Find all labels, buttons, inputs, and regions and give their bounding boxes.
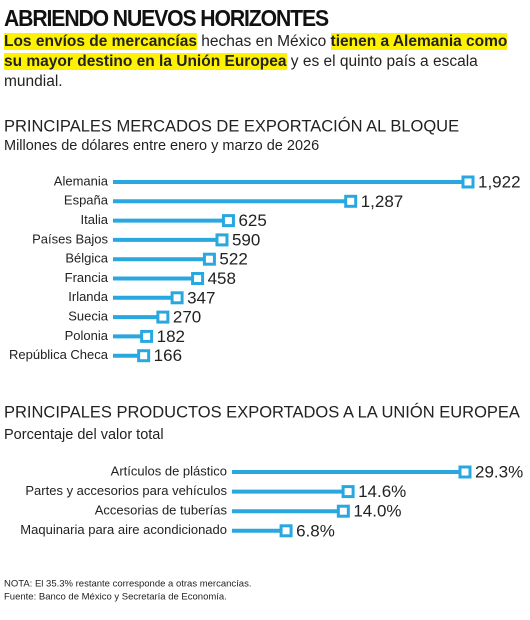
category-label: Países Bajos <box>32 231 108 246</box>
category-label: Artículos de plástico <box>111 463 227 478</box>
subtitle: Los envíos de mercancías hechas en Méxic… <box>4 32 524 92</box>
value-label: 182 <box>157 327 185 346</box>
bar-end-marker <box>202 252 216 266</box>
value-label: 166 <box>154 346 182 365</box>
bar-end-marker <box>461 175 475 189</box>
chart-subtitle: Millones de dólares entre enero y marzo … <box>4 138 319 154</box>
bar-end-marker <box>341 485 355 499</box>
subtitle-segment: Los envíos de mercancías <box>4 33 197 50</box>
value-label: 270 <box>173 308 201 327</box>
value-label: 522 <box>219 250 247 269</box>
bar-end-marker <box>137 349 151 363</box>
category-label: España <box>64 193 109 208</box>
value-label: 6.8% <box>296 521 335 540</box>
subtitle-segment: hechas en México <box>196 33 331 50</box>
bar-end-marker <box>191 272 205 285</box>
category-label: Maquinaria para aire acondicionado <box>20 522 227 537</box>
bar-end-marker <box>336 504 350 518</box>
note: NOTA: El 35.3% restante corresponde a ot… <box>4 579 251 590</box>
value-label: 14.0% <box>353 502 401 521</box>
subtitle-segment: y es el quinto país a escala mundial. <box>4 53 478 90</box>
chart-title: PRINCIPALES MERCADOS DE EXPORTACIÓN AL B… <box>4 116 459 135</box>
category-label: Alemania <box>54 173 109 188</box>
bar-end-marker <box>170 291 184 305</box>
category-label: Bélgica <box>65 251 108 266</box>
chart-title: PRINCIPALES PRODUCTOS EXPORTADOS A LA UN… <box>4 402 520 421</box>
note: Fuente: Banco de México y Secretaría de … <box>4 592 227 603</box>
category-label: República Checa <box>9 347 109 362</box>
category-label: Polonia <box>65 328 109 343</box>
value-label: 347 <box>187 288 215 307</box>
value-label: 590 <box>232 230 260 249</box>
value-label: 458 <box>208 269 236 288</box>
header: ABRIENDO NUEVOS HORIZONTES Los envíos de… <box>4 4 524 92</box>
bar-end-marker <box>221 214 235 228</box>
value-label: 29.3% <box>475 462 523 481</box>
category-label: Irlanda <box>68 289 109 304</box>
value-label: 1,922 <box>478 172 521 191</box>
category-label: Suecia <box>68 309 109 324</box>
chart-subtitle: Porcentaje del valor total <box>4 427 164 443</box>
category-label: Accesorias de tuberías <box>95 503 228 518</box>
title: ABRIENDO NUEVOS HORIZONTES <box>4 5 329 31</box>
bar-end-marker <box>344 194 358 208</box>
category-label: Italia <box>81 212 109 227</box>
bar-end-marker <box>156 310 170 324</box>
category-label: Partes y accesorios para vehículos <box>25 483 227 498</box>
bar-end-marker <box>140 329 154 343</box>
value-label: 1,287 <box>361 192 404 211</box>
bar-end-marker <box>458 465 472 479</box>
bar-end-marker <box>279 524 293 538</box>
value-label: 625 <box>238 211 266 230</box>
bar-end-marker <box>215 233 229 247</box>
category-label: Francia <box>65 270 109 285</box>
value-label: 14.6% <box>358 482 406 501</box>
